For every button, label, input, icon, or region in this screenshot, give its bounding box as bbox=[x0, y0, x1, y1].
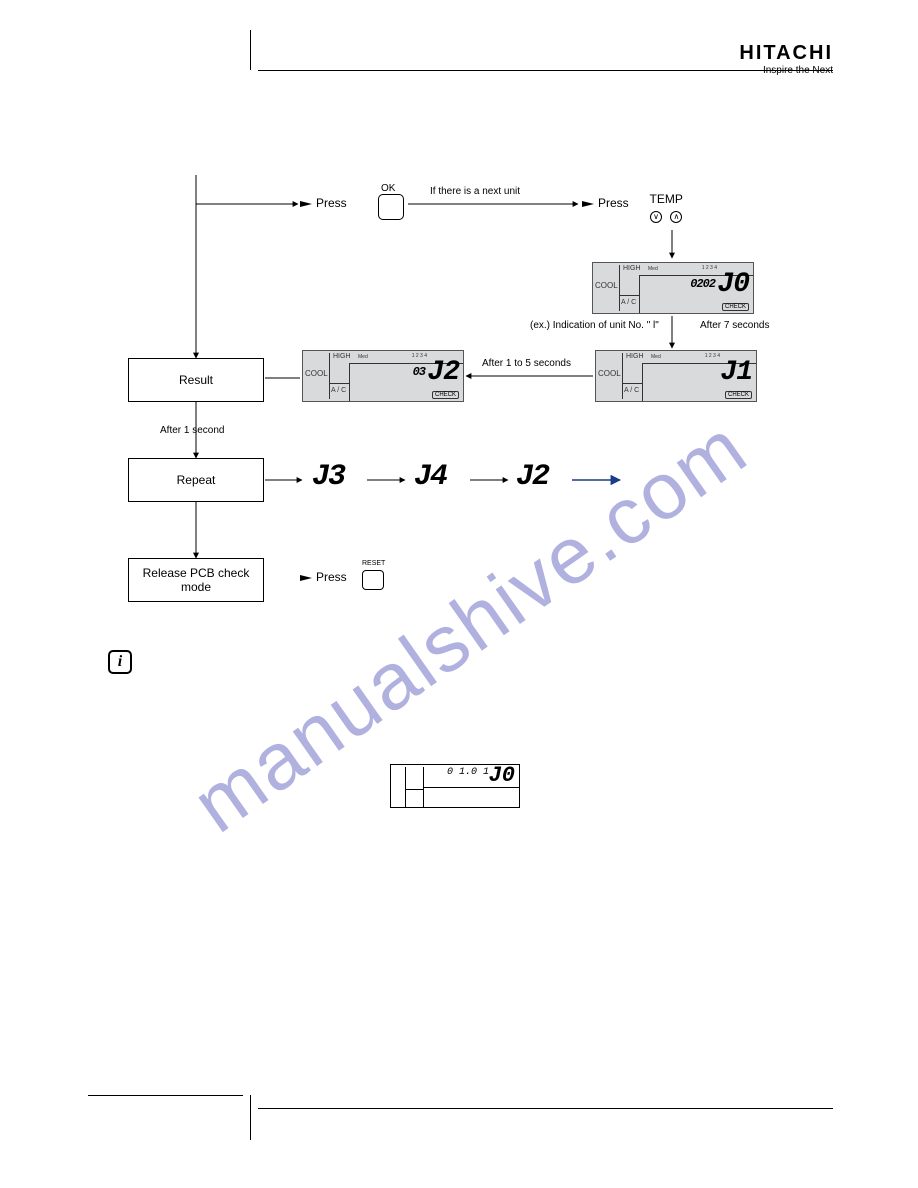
lcd-med: Med bbox=[651, 354, 661, 360]
lcd-check: CHECK bbox=[432, 391, 459, 399]
lcd-tiny: 1 2 3 4 bbox=[705, 353, 720, 359]
after7-label: After 7 seconds bbox=[700, 320, 769, 331]
lcd-high: HIGH bbox=[626, 353, 644, 360]
lcd-ac: A / C bbox=[624, 387, 639, 394]
footer-rule-left bbox=[88, 1095, 243, 1096]
ok-button[interactable] bbox=[378, 194, 404, 220]
lcd-right: COOL HIGH Med A / C 1 2 3 4 J1 CHECK bbox=[595, 350, 757, 402]
reset-label: RESET bbox=[362, 560, 385, 567]
repeat-box: Repeat bbox=[128, 458, 264, 502]
seq-j4: J4 bbox=[414, 460, 446, 494]
temp-label: TEMP bbox=[648, 192, 684, 206]
lcd-tiny: 1 2 3 4 bbox=[702, 265, 717, 271]
lcd-check: CHECK bbox=[725, 391, 752, 399]
lcd-cool: COOL bbox=[595, 281, 618, 290]
mini-big: J0 bbox=[489, 763, 515, 788]
lcd-num: 03 bbox=[413, 365, 425, 379]
footer-vertical-rule bbox=[250, 1095, 251, 1140]
result-box: Result bbox=[128, 358, 264, 402]
press-label-3: Press bbox=[316, 570, 347, 584]
temp-down-icon[interactable]: ∨ bbox=[650, 211, 662, 223]
ok-label: OK bbox=[381, 183, 395, 194]
lcd-left: COOL HIGH Med A / C 1 2 3 4 03 J2 CHECK bbox=[302, 350, 464, 402]
temp-up-icon[interactable]: ∧ bbox=[670, 211, 682, 223]
release-box: Release PCB check mode bbox=[128, 558, 264, 602]
lcd-big: J1 bbox=[720, 357, 752, 388]
press-label-1: Press bbox=[316, 196, 347, 210]
after1-label: After 1 second bbox=[160, 425, 224, 436]
lcd-num: 0202 bbox=[690, 277, 715, 291]
release-label: Release PCB check mode bbox=[133, 566, 259, 594]
info-icon: i bbox=[108, 650, 132, 674]
reset-button[interactable] bbox=[362, 570, 384, 590]
lcd-big: J0 bbox=[717, 269, 749, 300]
seq-j2: J2 bbox=[516, 460, 548, 494]
lcd-cool: COOL bbox=[598, 369, 621, 378]
lcd-ac: A / C bbox=[621, 299, 636, 306]
lcd-med: Med bbox=[358, 354, 368, 360]
press-label-2: Press bbox=[598, 196, 629, 210]
lcd-ac: A / C bbox=[331, 387, 346, 394]
lcd-check: CHECK bbox=[722, 303, 749, 311]
ex-unit-label: (ex.) Indication of unit No. " l" bbox=[530, 320, 659, 331]
seq-j3: J3 bbox=[312, 460, 344, 494]
result-label: Result bbox=[179, 373, 213, 387]
lcd-high: HIGH bbox=[623, 265, 641, 272]
mini-num: 0 1.0 1 bbox=[447, 767, 489, 778]
next-unit-label: If there is a next unit bbox=[430, 186, 520, 197]
lcd-big: J2 bbox=[427, 357, 459, 388]
footer-rule-right bbox=[258, 1108, 833, 1109]
mini-lcd: 0 1.0 1 J0 bbox=[390, 764, 520, 808]
repeat-label: Repeat bbox=[177, 473, 216, 487]
lcd-high: HIGH bbox=[333, 353, 351, 360]
lcd-top: COOL HIGH Med A / C 1 2 3 4 0202 J0 CHEC… bbox=[592, 262, 754, 314]
lcd-tiny: 1 2 3 4 bbox=[412, 353, 427, 359]
temp-control: TEMP ∨ ∧ bbox=[648, 192, 684, 224]
lcd-cool: COOL bbox=[305, 369, 328, 378]
lcd-med: Med bbox=[648, 266, 658, 272]
after1to5-label: After 1 to 5 seconds bbox=[482, 358, 571, 369]
